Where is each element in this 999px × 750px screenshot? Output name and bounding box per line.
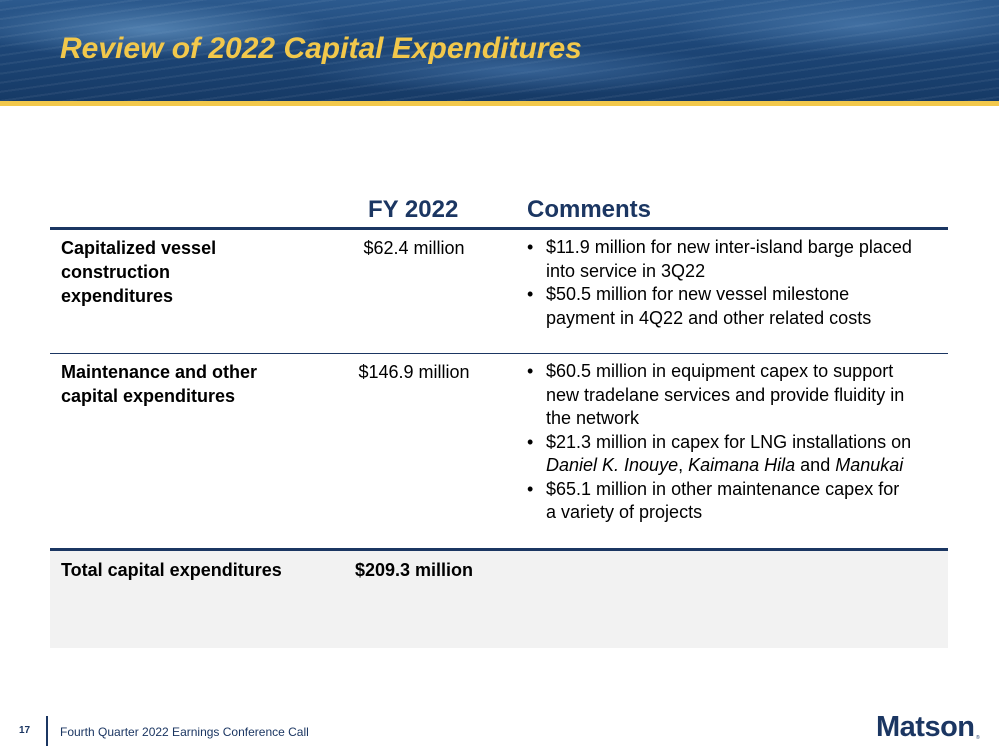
total-rule [50, 548, 948, 551]
footer-divider [46, 716, 48, 746]
comments-vessel-construction: • $11.9 million for new inter-island bar… [526, 236, 946, 330]
row-label-vessel-construction: Capitalized vessel construction expendit… [61, 238, 217, 306]
row-divider [50, 353, 948, 354]
column-header-comments: Comments [527, 196, 652, 223]
list-item: • $65.1 million in other maintenance cap… [527, 478, 900, 523]
total-row [50, 551, 948, 648]
comments-maintenance: • $60.5 million in equipment capex to su… [526, 360, 946, 525]
list-item: • $11.9 million for new inter-island bar… [527, 237, 912, 281]
list-item: • $60.5 million in equipment capex to su… [527, 361, 905, 428]
matson-logo: Matson [876, 711, 975, 743]
list-item: • $50.5 million for new vessel milestone… [527, 284, 872, 328]
column-header-fy2022: FY 2022 [368, 196, 459, 223]
row-value-vessel-construction: $62.4 million [363, 238, 465, 258]
row-label-maintenance: Maintenance and other capital expenditur… [61, 362, 258, 406]
header-rule [50, 227, 948, 230]
list-item: • $21.3 million in capex for LNG install… [527, 431, 912, 476]
page-title: Review of 2022 Capital Expenditures [60, 32, 582, 65]
row-value-maintenance: $146.9 million [358, 362, 470, 382]
page-number: 17 [19, 725, 31, 736]
header-banner [0, 0, 999, 101]
header-accent-line [0, 101, 999, 106]
total-value: $209.3 million [354, 560, 474, 580]
registered-mark: ® [976, 735, 980, 741]
footer-text: Fourth Quarter 2022 Earnings Conference … [60, 725, 309, 739]
total-label: Total capital expenditures [61, 560, 282, 580]
